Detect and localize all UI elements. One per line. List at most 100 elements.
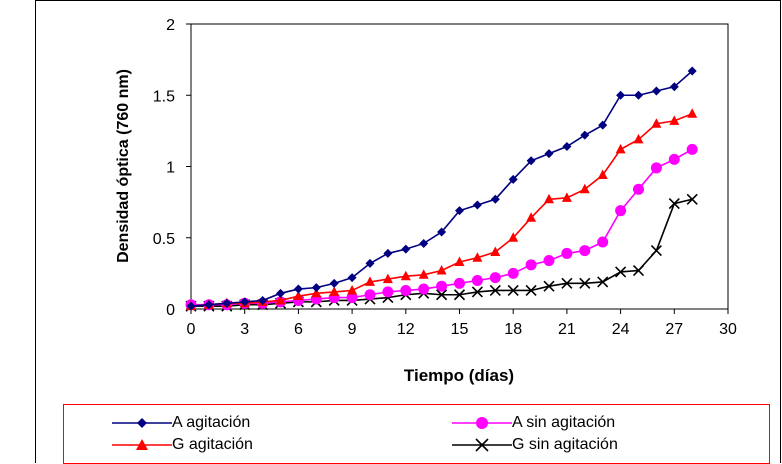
- data-point: [579, 245, 591, 257]
- data-point: [240, 297, 250, 307]
- data-point: [526, 156, 536, 166]
- data-point: [436, 280, 448, 292]
- data-point: [686, 193, 698, 205]
- data-point: [293, 284, 303, 294]
- data-point: [634, 90, 643, 100]
- data-point: [669, 115, 680, 125]
- data-point: [687, 66, 697, 76]
- data-point: [418, 269, 429, 279]
- data-point: [579, 277, 591, 289]
- data-point: [204, 300, 214, 310]
- data-point: [580, 130, 590, 140]
- data-point: [616, 90, 626, 100]
- data-point: [615, 266, 627, 278]
- data-point: [436, 265, 447, 275]
- legend-label: A agitación: [172, 414, 251, 431]
- data-point: [471, 275, 483, 286]
- x-axis-label: Tiempo (días): [404, 366, 514, 385]
- axis-ticks: 0 3 6 9 12 15 18 21 24 27 30 0 0.5 1 1.5 2: [153, 17, 737, 338]
- data-point: [507, 284, 519, 297]
- data-point: [615, 205, 627, 217]
- x-tick-label: 9: [348, 321, 357, 338]
- data-point: [275, 294, 286, 305]
- data-point: [651, 86, 661, 96]
- data-point: [544, 193, 554, 204]
- legend-item-g-agitacion: G agitación: [112, 435, 253, 455]
- data-point: [561, 277, 573, 289]
- data-point: [668, 153, 680, 165]
- data-point: [276, 288, 285, 298]
- data-point: [346, 292, 358, 304]
- data-point: [365, 276, 375, 286]
- data-point: [383, 248, 393, 258]
- data-point: [508, 174, 518, 184]
- data-point: [579, 183, 590, 194]
- x-tick-label: 21: [558, 321, 576, 338]
- data-point: [615, 143, 626, 154]
- data-point: [347, 273, 357, 283]
- data-point: [436, 289, 448, 301]
- legend-item-a-sin-agitacion: A sin agitación: [452, 413, 615, 433]
- data-point: [400, 284, 412, 296]
- data-point: [311, 287, 322, 298]
- data-point: [472, 252, 483, 262]
- data-point: [472, 200, 482, 210]
- data-point: [382, 273, 393, 284]
- x-tick-label: 18: [504, 321, 522, 338]
- data-point: [364, 289, 376, 301]
- data-point: [597, 169, 608, 180]
- data-point: [669, 82, 679, 92]
- data-point: [418, 283, 430, 295]
- data-point: [668, 197, 680, 210]
- data-point: [489, 272, 501, 284]
- data-point: [489, 284, 501, 297]
- data-point: [329, 286, 340, 296]
- data-point: [561, 192, 572, 202]
- data-point: [401, 244, 411, 254]
- data-point: [526, 212, 537, 222]
- data-point: [311, 283, 321, 293]
- data-point: [650, 245, 662, 257]
- y-tick-label: 2: [166, 17, 175, 34]
- plot-area: [190, 23, 729, 310]
- data-point: [382, 286, 394, 298]
- y-tick-label: 1.5: [153, 88, 175, 105]
- x-tick-label: 3: [240, 321, 249, 338]
- x-tick-label: 6: [294, 321, 303, 338]
- legend-swatch: [112, 418, 172, 428]
- data-point: [543, 280, 555, 292]
- data-point: [507, 267, 519, 279]
- legend-label: G sin agitación: [512, 436, 618, 453]
- y-axis-label: Densidad óptica (760 nm): [115, 69, 132, 263]
- data-point: [686, 143, 698, 155]
- data-point: [632, 264, 645, 277]
- data-point: [365, 258, 375, 268]
- data-point: [562, 142, 572, 152]
- data-point: [419, 238, 429, 248]
- data-point: [347, 284, 358, 295]
- x-tick-label: 30: [719, 321, 737, 338]
- data-point: [687, 108, 698, 118]
- data-point: [633, 133, 644, 144]
- data-point: [508, 232, 519, 242]
- data-point: [293, 290, 304, 301]
- data-point: [525, 259, 537, 271]
- legend: A agitación A sin agitación G agitación …: [63, 404, 770, 464]
- x-tick-label: 27: [665, 321, 683, 338]
- data-point: [471, 286, 483, 298]
- data-point: [258, 295, 268, 305]
- data-point: [490, 246, 501, 256]
- data-point: [650, 162, 662, 174]
- legend-item-a-agitacion: A agitación: [112, 413, 250, 433]
- data-point: [490, 194, 500, 204]
- plot-border: [190, 23, 729, 310]
- data-point: [597, 236, 609, 248]
- series-a-agitaci-n: [186, 66, 697, 311]
- data-point: [329, 278, 339, 288]
- series-layer: [185, 66, 698, 312]
- data-point: [437, 227, 447, 237]
- data-point: [453, 289, 466, 301]
- data-point: [186, 301, 196, 311]
- data-point: [455, 206, 464, 216]
